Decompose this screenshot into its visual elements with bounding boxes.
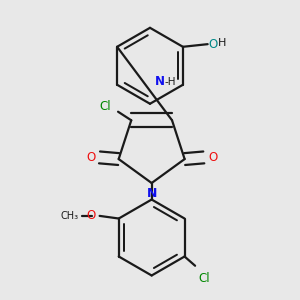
Text: O: O xyxy=(86,151,95,164)
Text: N: N xyxy=(146,187,157,200)
Text: -H: -H xyxy=(164,77,176,87)
Text: O: O xyxy=(208,38,218,51)
Text: O: O xyxy=(208,151,217,164)
Text: N: N xyxy=(155,75,165,88)
Text: Cl: Cl xyxy=(100,100,112,113)
Text: CH₃: CH₃ xyxy=(60,211,78,221)
Text: H: H xyxy=(218,38,226,48)
Text: O: O xyxy=(86,209,96,222)
Text: Cl: Cl xyxy=(199,272,210,285)
